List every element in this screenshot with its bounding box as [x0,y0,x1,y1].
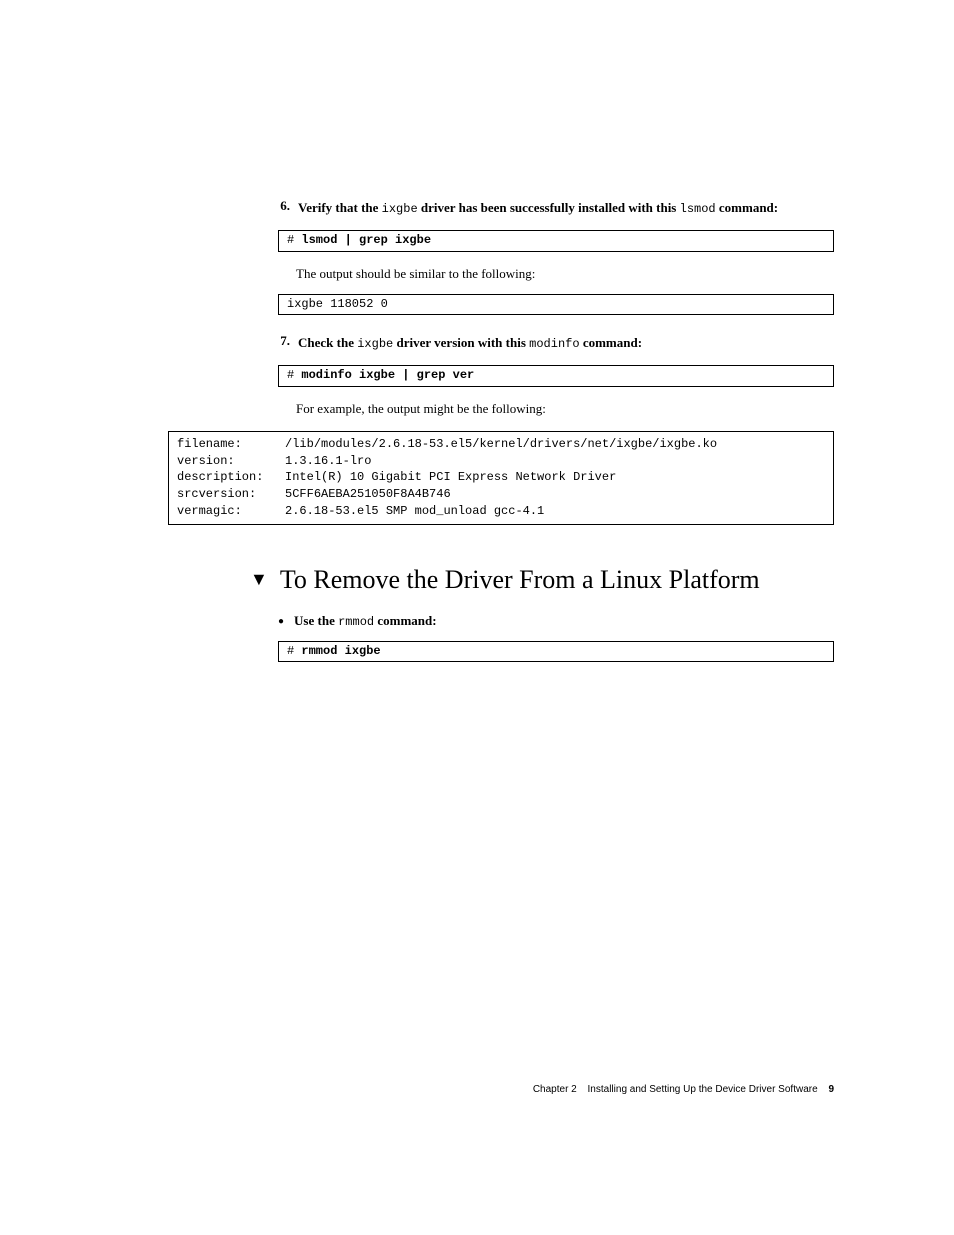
footer-page-number: 9 [828,1084,834,1095]
triangle-icon: ▼ [250,569,268,590]
bullet-mono: rmmod [338,615,374,629]
step-mono: lsmod [680,202,716,216]
code-box-lsmod-cmd: # lsmod | grep ixgbe [278,230,834,252]
step-mono: ixgbe [382,202,418,216]
step-number: 6. [278,198,298,218]
bullet-item: ● Use the rmmod command: [278,613,834,629]
bullet-text-part: command: [374,613,436,628]
code-box-modinfo-output: filename: /lib/modules/2.6.18-53.el5/ker… [168,431,834,525]
code-box-rmmod-cmd: # rmmod ixgbe [278,641,834,663]
step-text-part: driver version with this [393,335,529,350]
footer-title: Installing and Setting Up the Device Dri… [588,1084,818,1095]
code-command: rmmod ixgbe [301,644,380,658]
section-heading: ▼ To Remove the Driver From a Linux Plat… [250,565,834,595]
code-command: modinfo ixgbe | grep ver [301,368,474,382]
bullet-marker: ● [278,616,284,627]
paragraph-output-example: For example, the output might be the fol… [296,401,834,417]
page-content: 6. Verify that the ixgbe driver has been… [0,0,954,662]
step-7: 7. Check the ixgbe driver version with t… [278,333,834,353]
step-item: 6. Verify that the ixgbe driver has been… [278,198,834,218]
step-text: Verify that the ixgbe driver has been su… [298,198,834,218]
bullet-text: Use the rmmod command: [294,613,437,629]
step-text-part: Verify that the [298,200,382,215]
code-box-modinfo-cmd: # modinfo ixgbe | grep ver [278,365,834,387]
code-prompt: # [287,644,301,658]
code-prompt: # [287,368,301,382]
paragraph-output-similar: The output should be similar to the foll… [296,266,834,282]
step-mono: ixgbe [357,337,393,351]
footer-chapter: Chapter 2 [533,1084,577,1095]
step-text-part: command: [580,335,642,350]
page-footer: Chapter 2 Installing and Setting Up the … [533,1084,834,1095]
code-command: lsmod | grep ixgbe [301,233,431,247]
step-number: 7. [278,333,298,353]
step-text-part: command: [716,200,778,215]
step-text: Check the ixgbe driver version with this… [298,333,834,353]
heading-text: To Remove the Driver From a Linux Platfo… [280,565,760,595]
step-text-part: driver has been successfully installed w… [418,200,680,215]
step-6: 6. Verify that the ixgbe driver has been… [278,198,834,218]
code-box-lsmod-output: ixgbe 118052 0 [278,294,834,316]
bullet-text-part: Use the [294,613,338,628]
step-item: 7. Check the ixgbe driver version with t… [278,333,834,353]
step-text-part: Check the [298,335,357,350]
step-mono: modinfo [529,337,579,351]
code-output: ixgbe 118052 0 [287,297,388,311]
code-prompt: # [287,233,301,247]
